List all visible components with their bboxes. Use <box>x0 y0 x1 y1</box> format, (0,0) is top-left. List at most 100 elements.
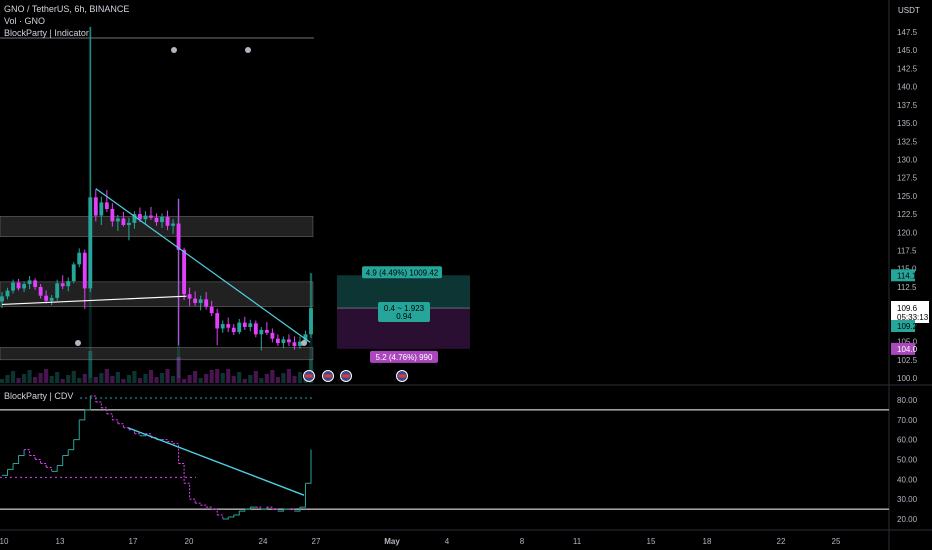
volume-bar <box>49 376 54 383</box>
candle-body <box>187 294 192 299</box>
volume-bar <box>71 371 76 383</box>
volume-bar <box>10 371 16 383</box>
skull-icon <box>301 340 307 346</box>
time-tick-label: 17 <box>129 537 138 546</box>
candle-body <box>198 299 203 303</box>
volume-bar <box>115 372 120 383</box>
candle-body <box>292 342 297 346</box>
cdv-segment <box>255 506 262 510</box>
volume-bar <box>55 372 60 383</box>
cdv-tick-label: 20.00 <box>897 515 918 524</box>
candle-body <box>82 252 87 289</box>
candle-body <box>309 308 313 335</box>
cdv-segment <box>272 508 279 512</box>
cdv-legend: BlockParty | CDV <box>4 391 74 401</box>
candle-body <box>44 295 49 301</box>
entry-price-tag <box>891 320 915 332</box>
cdv-segment <box>13 455 20 464</box>
candle-body <box>231 327 236 333</box>
price-tick-label: 102.5 <box>897 356 918 365</box>
volume-bar <box>209 370 214 383</box>
time-tick-label: 27 <box>312 537 321 546</box>
cdv-tick-label: 70.00 <box>897 416 918 425</box>
cdv-segment <box>79 409 86 421</box>
cdv-segment <box>217 514 224 519</box>
candle-body <box>143 215 148 220</box>
volume-bar <box>270 370 275 383</box>
candle-body <box>160 217 164 223</box>
price-tick-label: 117.5 <box>897 247 917 256</box>
supply-demand-zone-2 <box>0 347 314 361</box>
flag-icon <box>303 370 315 382</box>
cdv-trendline <box>127 427 305 496</box>
price-tick-label: 137.5 <box>897 101 918 110</box>
cdv-segment <box>2 469 9 476</box>
position-stop-tag <box>370 350 438 363</box>
current-price-tag <box>891 301 929 323</box>
time-tick-label: May <box>384 537 400 546</box>
candle-body <box>66 281 71 287</box>
flag-icon <box>396 370 408 382</box>
flag-icon <box>322 370 334 382</box>
volume-bar <box>132 371 137 383</box>
candle-body <box>55 283 60 298</box>
cdv-segment <box>294 507 301 512</box>
volume-bar <box>286 369 292 383</box>
volume-bar <box>253 371 258 383</box>
cdv-tick-label: 30.00 <box>897 495 918 504</box>
current-price-label: 109.6 <box>897 304 918 313</box>
cdv-segment <box>222 517 229 520</box>
volume-bar <box>231 376 236 383</box>
candle-body <box>38 286 43 296</box>
time-tick-label: 4 <box>445 537 450 546</box>
flag-icon <box>340 370 352 382</box>
volume-bar <box>121 379 126 383</box>
volume-bar <box>159 373 165 383</box>
price-tick-label: 132.5 <box>897 137 918 146</box>
indicator-legend: BlockParty | Indicator <box>4 28 89 38</box>
volume-bar <box>248 375 253 383</box>
price-tick-label: 100.0 <box>897 374 918 383</box>
volume-bar <box>154 377 159 383</box>
candle-body <box>204 299 209 307</box>
cdv-segment <box>68 439 75 451</box>
candle-body <box>49 297 54 301</box>
candle-body <box>259 329 264 335</box>
volume-bar <box>303 379 308 383</box>
cdv-segment <box>123 427 130 430</box>
time-tick-label: 18 <box>703 537 712 546</box>
candle-body <box>226 324 231 328</box>
candle-body <box>0 296 4 302</box>
volume-bar <box>176 357 181 383</box>
volume-bar <box>66 375 71 383</box>
candle-body <box>264 329 269 333</box>
cdv-segment <box>112 419 119 424</box>
volume-bar <box>110 376 115 383</box>
cdv-segment <box>46 466 53 472</box>
cdv-segment <box>244 507 251 510</box>
volume-bar <box>33 377 38 383</box>
cdv-segment <box>277 509 284 512</box>
volume-bar <box>16 378 21 383</box>
candle-body <box>27 280 32 285</box>
volume-bar <box>170 376 176 383</box>
time-tick-label: 20 <box>185 537 194 546</box>
cdv-segment <box>288 508 295 512</box>
volume-bar <box>275 377 280 383</box>
stop-price-label: 104.0 <box>897 345 918 354</box>
volume-bar <box>181 379 187 383</box>
cdv-segment <box>73 419 80 441</box>
skull-icon <box>171 47 177 53</box>
countdown-label: 05:33:13 <box>897 313 929 322</box>
candle-body <box>16 282 21 289</box>
cdv-segment <box>189 498 196 504</box>
cdv-segment <box>29 455 36 460</box>
volume-bar <box>0 379 5 383</box>
candle-body <box>132 214 137 223</box>
cdv-segment <box>24 449 31 456</box>
cdv-segment <box>162 439 169 442</box>
volume-bar <box>38 373 43 383</box>
position-target-label: 4.9 (4.49%) 1009.42 <box>366 268 439 277</box>
volume-bar <box>126 375 132 383</box>
cdv-segment <box>35 459 42 464</box>
